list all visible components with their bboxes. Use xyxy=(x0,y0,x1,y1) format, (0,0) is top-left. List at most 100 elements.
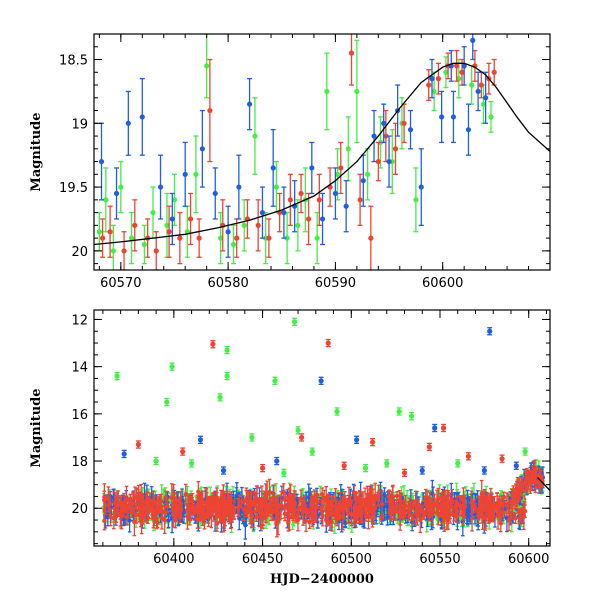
data-point xyxy=(121,248,127,254)
data-point xyxy=(166,518,171,523)
data-point xyxy=(345,146,351,152)
data-point xyxy=(379,501,385,507)
data-point xyxy=(110,248,116,254)
data-point xyxy=(124,514,130,520)
data-point xyxy=(450,114,457,120)
data-point xyxy=(469,500,474,505)
bottom-plot-area xyxy=(101,317,550,540)
data-point xyxy=(443,69,449,75)
data-point xyxy=(207,107,213,114)
data-point xyxy=(263,495,269,501)
data-point xyxy=(218,235,224,241)
data-point xyxy=(418,184,424,190)
data-point xyxy=(164,222,170,228)
data-point xyxy=(470,37,476,43)
data-point xyxy=(231,510,237,515)
data-point xyxy=(171,197,178,203)
data-point xyxy=(324,508,329,513)
data-point xyxy=(329,519,334,525)
y-tick-label: 19.5 xyxy=(59,181,88,196)
data-point xyxy=(375,158,381,165)
top-axis-ticks: 60570 60580 60590 60600 18.5 19 19.5 20 xyxy=(59,33,551,291)
data-point xyxy=(284,235,290,241)
data-point xyxy=(303,518,309,523)
data-point xyxy=(157,184,164,190)
data-point xyxy=(435,76,442,82)
data-point xyxy=(118,184,124,190)
data-point xyxy=(182,171,188,177)
data-point xyxy=(187,517,193,523)
y-tick-label: 19 xyxy=(71,117,88,132)
data-point xyxy=(246,101,253,107)
data-point xyxy=(307,519,312,525)
data-point xyxy=(478,501,483,506)
data-point xyxy=(324,518,329,523)
data-point xyxy=(386,158,392,165)
data-point xyxy=(348,50,355,56)
data-point xyxy=(113,190,120,197)
model-curve xyxy=(94,62,550,246)
data-point xyxy=(461,63,467,69)
top-panel: 60570 60580 60590 60600 18.5 19 19.5 20 Magnitu… xyxy=(29,33,551,291)
data-point xyxy=(478,82,484,88)
data-point xyxy=(483,514,488,520)
data-point xyxy=(334,171,341,177)
data-point xyxy=(214,521,220,526)
data-point xyxy=(273,509,279,515)
data-point xyxy=(354,88,360,95)
data-point xyxy=(338,165,344,171)
data-point xyxy=(107,229,113,235)
data-point xyxy=(456,76,462,82)
data-point xyxy=(469,82,475,88)
data-point xyxy=(236,503,242,508)
data-point xyxy=(314,235,320,241)
data-point xyxy=(305,216,312,222)
data-point xyxy=(183,492,188,497)
data-point xyxy=(295,222,301,228)
data-point xyxy=(454,63,460,69)
data-point xyxy=(281,209,287,216)
data-point xyxy=(324,88,330,95)
data-point xyxy=(431,88,437,95)
data-point xyxy=(169,216,175,222)
x-tick-label: 60580 xyxy=(207,276,248,291)
data-point xyxy=(270,165,276,171)
data-point xyxy=(459,69,465,75)
data-point xyxy=(371,133,377,139)
y-tick-label: 18.5 xyxy=(59,54,88,69)
data-point xyxy=(128,235,135,241)
data-point xyxy=(382,493,387,498)
top-y-axis-label: Magnitude xyxy=(29,112,44,191)
data-point xyxy=(287,197,293,203)
data-point xyxy=(383,133,389,139)
data-point xyxy=(410,516,416,522)
data-point xyxy=(321,495,327,501)
data-point xyxy=(491,69,497,75)
data-point xyxy=(506,502,511,507)
data-point xyxy=(392,146,399,152)
data-point xyxy=(295,517,301,523)
data-point xyxy=(225,229,231,235)
data-point xyxy=(177,235,183,241)
data-point xyxy=(96,229,102,235)
data-point xyxy=(427,512,432,518)
data-point xyxy=(141,241,148,248)
data-point xyxy=(360,178,366,184)
data-point xyxy=(343,203,349,209)
series-blue xyxy=(98,34,489,258)
data-point xyxy=(327,502,332,507)
data-point xyxy=(319,216,326,222)
data-point xyxy=(187,495,193,501)
data-point xyxy=(479,491,484,497)
data-point xyxy=(125,120,131,126)
data-point xyxy=(281,489,286,495)
data-point xyxy=(381,120,387,126)
data-point xyxy=(266,235,272,241)
data-point xyxy=(401,120,407,126)
data-point xyxy=(124,497,129,502)
data-point xyxy=(139,114,145,120)
data-point xyxy=(298,190,304,197)
data-point xyxy=(150,209,156,216)
